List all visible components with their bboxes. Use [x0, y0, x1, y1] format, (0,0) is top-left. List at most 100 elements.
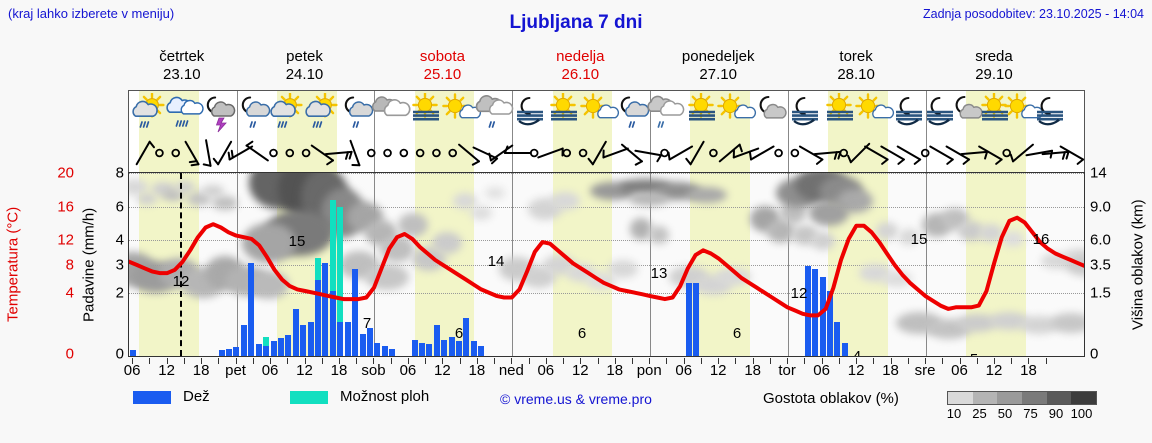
rain-bar: [819, 277, 826, 356]
daylight-band: [690, 173, 751, 356]
day-name: sreda: [975, 48, 1013, 65]
cloud-density-blob: [629, 192, 669, 206]
weather-icon-sun-haze: [818, 92, 862, 134]
x-axis-tick: [753, 358, 754, 364]
x-axis-tick: [563, 358, 564, 364]
day-header-3: nedelja 26.10: [511, 48, 649, 84]
x-axis-tick: [218, 358, 219, 364]
temperature-point-label: 15: [288, 233, 306, 250]
rain-bar: [463, 318, 470, 356]
cloud-density-step-5: [1071, 392, 1097, 404]
x-axis-label: 18: [606, 362, 624, 379]
rain-bar: [300, 324, 307, 356]
weather-icon-sun-cloud: [714, 92, 758, 134]
x-axis-label: 18: [468, 362, 486, 379]
cloud-density-ticks: 10 25 50 75 90 100: [940, 406, 1110, 424]
weather-icon-sun-haze: [542, 92, 586, 134]
rain-bar: [826, 291, 833, 356]
x-axis-tick: [391, 358, 392, 364]
cloudheight-tick: 9.0: [1090, 198, 1111, 216]
x-axis-tick: [460, 358, 461, 364]
cloud-density-tick: 90: [1048, 406, 1064, 421]
x-axis-tick: [236, 358, 237, 364]
day-date: 28.10: [837, 66, 875, 83]
rain-bar: [277, 338, 284, 356]
rain-bar: [344, 321, 351, 356]
cloud-density-blob: [876, 222, 898, 240]
day-separator: [926, 173, 927, 356]
copyright-text[interactable]: © vreme.us & vreme.pro: [500, 391, 652, 407]
gridline-horizontal: [129, 265, 1084, 266]
cloudheight-tick: 0: [1090, 345, 1099, 363]
x-axis-tick: [942, 358, 943, 364]
cloud-density-blob: [249, 271, 289, 299]
cloud-density-step-1: [972, 392, 998, 404]
day-name: petek: [286, 48, 323, 65]
cloud-density-blob: [202, 185, 224, 197]
day-date: 29.10: [975, 66, 1013, 83]
x-axis-label: 18: [1020, 362, 1037, 379]
x-axis-tick: [632, 358, 633, 364]
x-axis-tick: [287, 358, 288, 364]
x-axis-tick: [839, 358, 840, 364]
day-separator: [926, 91, 927, 172]
rain-bar: [841, 342, 848, 356]
weather-icon-sun-cloud: [439, 92, 483, 134]
x-axis-tick: [856, 358, 857, 364]
cloud-density-blob: [899, 229, 919, 245]
x-axis-label: 12: [571, 362, 589, 379]
temperature-point-label: 6: [454, 325, 464, 342]
weather-icon-strip: [128, 90, 1085, 172]
x-axis-label: tor: [778, 362, 796, 379]
temperature-tick: 12: [57, 231, 74, 249]
x-axis-tick: [305, 358, 306, 364]
rain-bar: [248, 263, 255, 356]
temperature-point-label: 13: [650, 265, 668, 282]
cloud-density-blob: [212, 196, 238, 210]
temperature-point-label: 16: [1032, 231, 1050, 248]
rain-bar: [834, 321, 841, 356]
cloud-density-blob: [129, 179, 148, 195]
rain-bar: [315, 279, 322, 356]
cloud-density-tick: 10: [946, 406, 962, 421]
rain-bar: [255, 344, 262, 356]
x-axis-tick: [891, 358, 892, 364]
weather-icon-sun-cloud-rain: [301, 92, 345, 134]
location-menu-hint: (kraj lahko izberete v meniju): [8, 6, 175, 21]
x-axis-tick: [167, 358, 168, 364]
cloud-density-step-3: [1022, 392, 1047, 404]
day-separator: [237, 91, 238, 172]
wind-barb-row: [135, 139, 1085, 167]
x-axis-tick: [977, 358, 978, 364]
x-axis-tick: [253, 358, 254, 364]
weather-icon-moon-cloud-rain: [611, 92, 655, 134]
x-axis-label: sre: [914, 362, 936, 379]
x-axis-tick: [201, 358, 202, 364]
precipitation-tick: 2: [115, 284, 124, 302]
x-axis-tick: [373, 358, 374, 364]
x-axis-label: 18: [882, 362, 899, 379]
rain-bar: [389, 348, 396, 356]
day-separator: [788, 173, 789, 356]
cloud-density-tick: 50: [997, 406, 1013, 421]
rain-bar: [226, 348, 233, 356]
day-name: ponedeljek: [681, 48, 755, 65]
day-header-6: sreda 29.10: [925, 48, 1063, 84]
x-axis-tick: [615, 358, 616, 364]
x-axis-label: 12: [158, 362, 175, 379]
weather-icon-moon-windy: [918, 92, 962, 134]
weather-icon-sun-cloud: [1001, 92, 1045, 134]
weather-icon-sun-cloud-rain: [128, 92, 172, 134]
rain-bar: [263, 345, 270, 356]
rain-bar: [337, 321, 344, 356]
weather-icon-sun-haze: [680, 92, 724, 134]
day-header-0: četrtek 23.10: [128, 48, 236, 84]
day-name: torek: [839, 48, 873, 65]
x-axis-tick: [477, 358, 478, 364]
x-axis-tick: [787, 358, 788, 364]
x-axis-tick: [666, 358, 667, 364]
weather-icon-sun-haze: [973, 92, 1017, 134]
x-axis-tick: [701, 358, 702, 364]
rain-bar: [693, 282, 700, 356]
gridline-horizontal: [129, 207, 1084, 208]
